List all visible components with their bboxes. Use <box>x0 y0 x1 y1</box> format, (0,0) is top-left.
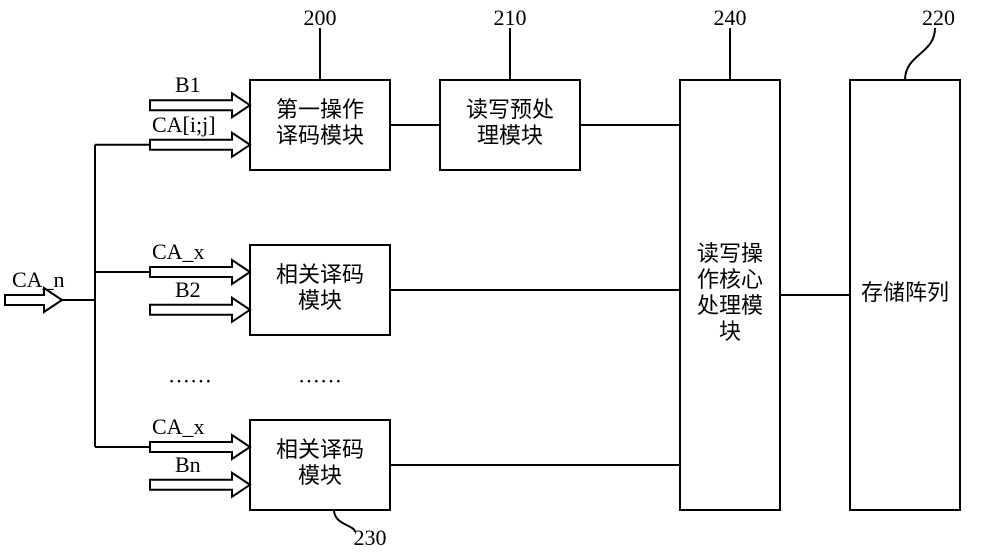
block-220: 存储阵列 <box>850 80 960 510</box>
block-240: 读写操作核心处理模块 <box>680 80 780 510</box>
svg-text:模块: 模块 <box>298 463 342 488</box>
svg-text:240: 240 <box>714 5 747 30</box>
svg-text:Bn: Bn <box>175 452 201 477</box>
svg-text:……: …… <box>298 363 342 388</box>
block-200: 第一操作译码模块 <box>250 80 390 170</box>
block-210: 读写预处理模块 <box>440 80 580 170</box>
svg-text:CA_x: CA_x <box>152 414 205 439</box>
svg-text:CA_x: CA_x <box>152 239 205 264</box>
svg-text:210: 210 <box>494 5 527 30</box>
block-230a: 相关译码模块 <box>250 245 390 335</box>
svg-text:块: 块 <box>719 319 741 344</box>
svg-text:读写操: 读写操 <box>697 241 763 266</box>
svg-text:230: 230 <box>354 525 387 550</box>
svg-text:220: 220 <box>922 5 955 30</box>
svg-text:CA[i;j]: CA[i;j] <box>152 112 216 137</box>
svg-text:200: 200 <box>304 5 337 30</box>
block-230b: 相关译码模块 <box>250 420 390 510</box>
svg-text:相关译码: 相关译码 <box>276 262 364 287</box>
leader-220 <box>905 28 935 80</box>
svg-text:译码模块: 译码模块 <box>276 123 364 148</box>
svg-text:处理模: 处理模 <box>697 293 763 318</box>
svg-text:理模块: 理模块 <box>477 123 543 148</box>
leader-230 <box>334 510 355 532</box>
svg-text:……: …… <box>168 363 212 388</box>
svg-text:作核心: 作核心 <box>697 267 763 292</box>
svg-text:读写预处: 读写预处 <box>466 97 554 122</box>
svg-text:相关译码: 相关译码 <box>276 437 364 462</box>
svg-text:存储阵列: 存储阵列 <box>861 280 949 305</box>
svg-text:B2: B2 <box>175 277 201 302</box>
svg-text:第一操作: 第一操作 <box>276 97 364 122</box>
svg-text:B1: B1 <box>175 72 201 97</box>
svg-text:模块: 模块 <box>298 288 342 313</box>
svg-text:CA_n: CA_n <box>12 267 65 292</box>
